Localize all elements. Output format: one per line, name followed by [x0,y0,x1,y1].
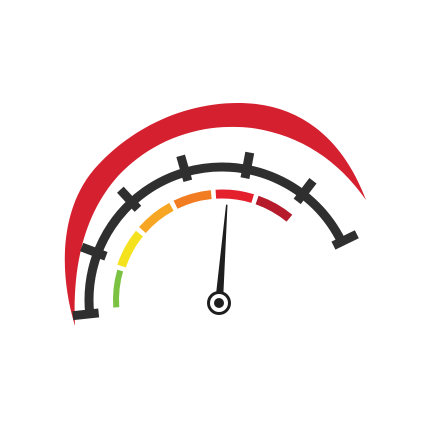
scale-tick [72,308,100,321]
needle-pointer [215,204,228,305]
tick-scale [72,151,359,321]
scale-segment-deep-orange [173,190,212,209]
color-scale-arc [113,189,293,308]
scale-segment-yellow [117,230,144,268]
scale-tick [117,186,142,212]
scale-tick [331,230,359,250]
scale-tick [80,242,108,261]
scale-tick [240,151,255,179]
scale-segment-dark-red [255,195,293,222]
scale-segment-green [113,269,124,308]
scale-tick [176,154,193,183]
scale-tick [293,178,317,205]
needle-hub [207,291,231,315]
scale-segment-red [215,189,255,203]
scale-segment-orange [139,202,174,234]
needle [215,204,228,305]
